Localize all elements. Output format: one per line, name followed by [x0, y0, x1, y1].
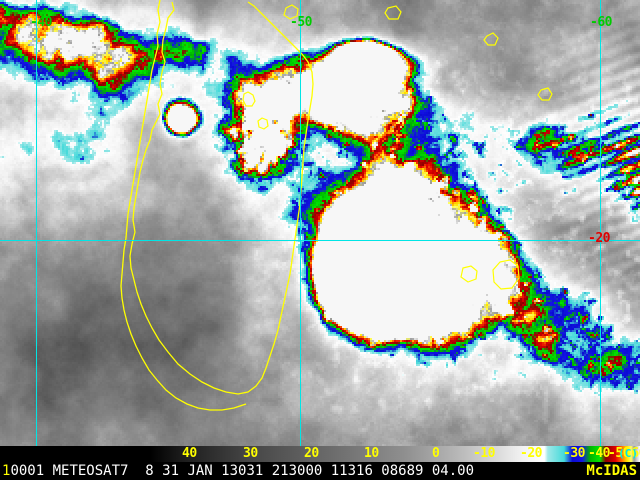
enhancement-tick-0: 40: [182, 446, 197, 461]
status-text: 10001 METEOSAT7 8 31 JAN 13031 213000 11…: [2, 463, 474, 479]
grid-label-top-center: -50: [290, 15, 312, 30]
status-bar: 10001 METEOSAT7 8 31 JAN 13031 213000 11…: [0, 462, 640, 480]
enhancement-tick-8: -40: [588, 446, 610, 461]
enhancement-tick-1: 30: [243, 446, 258, 461]
enhancement-tick-9: -50: [608, 446, 630, 461]
enhancement-tick-2: 20: [304, 446, 319, 461]
enhancement-color-bar[interactable]: 40 30 20 10 0 -10 -20 -30-40-50-60 (C): [0, 446, 640, 462]
mcidas-brand-label: McIDAS: [586, 463, 637, 479]
enhancement-tick-5: -10: [473, 446, 495, 461]
grid-line-vertical: [300, 0, 301, 446]
enhancement-tick-3: 10: [364, 446, 379, 461]
grid-label-top-left: -40: [30, 15, 52, 30]
grid-label-right-mid: -20: [588, 231, 610, 246]
enhancement-gradient: [150, 446, 640, 462]
frame-number: 1: [2, 463, 11, 479]
enhancement-tick-7: -30: [563, 446, 585, 461]
grid-line-vertical: [600, 0, 601, 446]
enhancement-tick-6: -20: [520, 446, 542, 461]
satellite-image-canvas[interactable]: [0, 0, 640, 446]
enhancement-tick-10: -60: [624, 446, 640, 461]
grid-line-horizontal: [0, 240, 640, 241]
grid-line-vertical: [36, 0, 37, 446]
satellite-image-area[interactable]: -40 -50 -60 -20: [0, 0, 640, 446]
grid-label-top-right: -60: [590, 15, 612, 30]
status-detail: 0001 METEOSAT7 8 31 JAN 13031 213000 113…: [10, 463, 475, 479]
enhancement-tick-4: 0: [432, 446, 440, 461]
enhancement-unit-label: (C): [618, 447, 638, 460]
